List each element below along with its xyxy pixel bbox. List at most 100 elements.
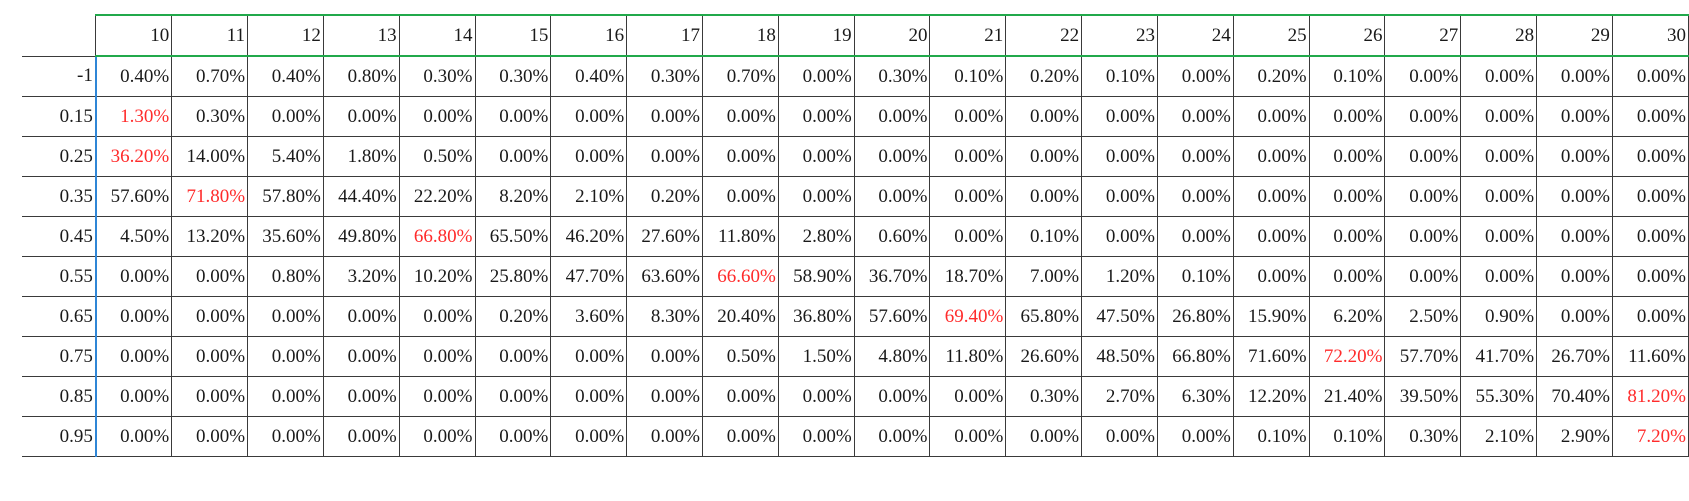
table-cell: 0.00% [1081,216,1158,257]
table-cell: 0.00% [626,136,703,177]
row-header: 0.35 [21,176,97,217]
table-cell: 0.00% [1156,416,1234,457]
table-cell: 0.00% [247,296,324,337]
table-cell: 0.00% [1156,176,1234,217]
column-header: 30 [1611,14,1689,57]
table-cell: 0.00% [247,416,324,457]
table-cell: 0.30% [1005,376,1083,417]
column-header: 21 [929,14,1007,57]
table-cell: 0.00% [474,336,552,377]
table-cell: 0.20% [626,176,703,217]
table-row: 0.55 0.00% 0.00% 0.80% 3.20% 10.20% 25.80% 47.7… [21,256,1689,297]
table-cell: 8.30% [626,296,703,337]
table-cell: 0.00% [95,376,173,417]
table-cell: 0.00% [1308,176,1386,217]
table-cell: 0.00% [322,96,400,137]
table-cell: 0.00% [1460,176,1538,217]
table-cell: 0.00% [474,136,552,177]
table-cell: 0.00% [398,96,476,137]
table-cell: 0.00% [1308,256,1386,297]
table-cell: 55.30% [1460,376,1538,417]
table-cell: 0.00% [1308,136,1386,177]
table-cell: 0.00% [1460,256,1538,297]
table-cell: 0.00% [95,296,173,337]
table-cell: 0.00% [1232,256,1310,297]
table-cell: 0.60% [853,216,931,257]
column-header: 12 [247,14,324,57]
table-cell: 0.00% [777,96,855,137]
table-cell: 15.90% [1232,296,1310,337]
table-cell: 49.80% [322,216,400,257]
table-cell: 0.00% [1384,176,1462,217]
table-cell: 11.80% [701,216,779,257]
highlighted-cell: 69.40% [929,296,1007,337]
column-header: 17 [626,14,703,57]
highlighted-cell: 66.60% [701,256,779,297]
table-cell: 0.00% [1536,296,1613,337]
column-header: 29 [1536,14,1613,57]
table-cell: 58.90% [777,256,855,297]
table-cell: 0.90% [1460,296,1538,337]
table-cell: 0.00% [1232,216,1310,257]
table-cell: 0.00% [1384,256,1462,297]
table-cell: 2.70% [1081,376,1158,417]
header-row: 10 11 12 13 14 15 16 17 18 19 20 21 22 23 24 25 26 27 28 29… [21,14,1689,57]
table-cell: 22.20% [398,176,476,217]
table-cell: 0.00% [1611,296,1689,337]
table-cell: 47.70% [550,256,628,297]
table-row: 0.45 4.50% 13.20% 35.60% 49.80% 66.80% 65.50% 4… [21,216,1689,257]
table-cell: 0.00% [474,376,552,417]
table-cell: 57.60% [853,296,931,337]
table-cell: 44.40% [322,176,400,217]
table-cell: 0.00% [398,296,476,337]
highlighted-cell: 71.80% [171,176,249,217]
table-cell: 8.20% [474,176,552,217]
table-cell: 0.30% [474,55,552,97]
table-cell: 0.30% [398,55,476,97]
table-cell: 63.60% [626,256,703,297]
highlighted-cell: 36.20% [95,136,173,177]
table-cell: 0.00% [853,176,931,217]
table-cell: 0.00% [626,96,703,137]
table-cell: 0.00% [626,376,703,417]
table-cell: 5.40% [247,136,324,177]
table-cell: 0.00% [95,336,173,377]
table-cell: 0.00% [1611,176,1689,217]
table-cell: 41.70% [1460,336,1538,377]
table-cell: 47.50% [1081,296,1158,337]
table-cell: 0.00% [474,416,552,457]
table-cell: 0.00% [550,416,628,457]
table-cell: 0.00% [95,416,173,457]
table-row: -1 0.40% 0.70% 0.40% 0.80% 0.30% 0.30% 0.40% 0.3… [21,55,1689,97]
highlighted-cell: 72.20% [1308,336,1386,377]
table-cell: 0.00% [1384,96,1462,137]
table-cell: 0.00% [1156,136,1234,177]
table-cell: 0.00% [171,296,249,337]
table-cell: 65.50% [474,216,552,257]
highlighted-cell: 1.30% [95,96,173,137]
table-cell: 0.00% [171,336,249,377]
table-cell: 0.00% [1536,55,1613,97]
table-cell: 0.70% [701,55,779,97]
row-header: 0.65 [21,296,97,337]
table-cell: 0.00% [550,336,628,377]
column-header: 11 [171,14,249,57]
column-header: 22 [1005,14,1083,57]
table-cell: 0.00% [550,96,628,137]
table-cell: 0.10% [1308,416,1386,457]
column-header: 24 [1156,14,1234,57]
table-cell: 26.80% [1156,296,1234,337]
table-cell: 0.00% [247,336,324,377]
table-cell: 0.00% [171,256,249,297]
table-cell: 11.60% [1611,336,1689,377]
table-cell: 0.00% [929,376,1007,417]
table-cell: 6.30% [1156,376,1234,417]
table-cell: 7.00% [1005,256,1083,297]
table-cell: 0.40% [550,55,628,97]
table-cell: 0.00% [929,96,1007,137]
table-row: 0.85 0.00% 0.00% 0.00% 0.00% 0.00% 0.00% 0.00% 0… [21,376,1689,417]
table-cell: 46.20% [550,216,628,257]
table-cell: 0.00% [853,136,931,177]
table-cell: 0.00% [1536,96,1613,137]
column-header: 13 [322,14,400,57]
